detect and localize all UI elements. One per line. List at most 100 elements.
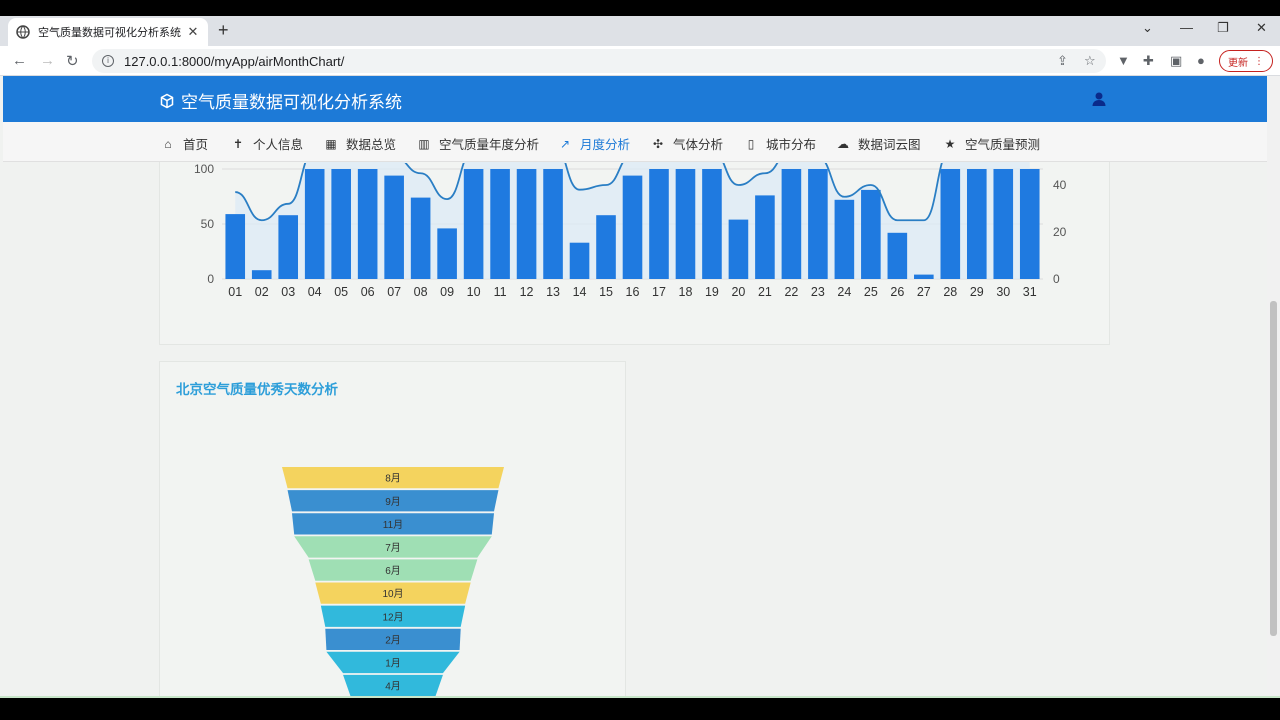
- bar[interactable]: [357, 169, 378, 279]
- funnel-segment[interactable]: [308, 559, 478, 581]
- funnel-label: 6月: [385, 565, 401, 577]
- bar[interactable]: [702, 169, 722, 279]
- reload-button[interactable]: ↻: [66, 53, 79, 70]
- x-tick-label: 24: [837, 285, 851, 299]
- brand[interactable]: 空气质量数据可视化分析系统: [159, 88, 402, 113]
- close-tab-icon[interactable]: ✕: [187, 24, 199, 39]
- update-button[interactable]: 更新 ⋮: [1219, 50, 1273, 72]
- globe-icon: [16, 25, 30, 39]
- nav-item-8[interactable]: ★ 空气质量预测: [943, 134, 1040, 153]
- x-tick-label: 21: [758, 285, 772, 299]
- nav-item-label: 数据词云图: [858, 138, 921, 152]
- bar[interactable]: [887, 232, 908, 279]
- bar[interactable]: [251, 270, 272, 279]
- user-icon[interactable]: [1091, 91, 1107, 107]
- nav-item-5[interactable]: ✣ 气体分析: [651, 134, 723, 153]
- bar[interactable]: [331, 169, 351, 279]
- bar[interactable]: [808, 169, 828, 279]
- bar[interactable]: [543, 169, 563, 279]
- bar[interactable]: [1019, 169, 1040, 279]
- bar[interactable]: [437, 228, 457, 279]
- x-tick-label: 10: [467, 285, 481, 299]
- series-line: [235, 163, 943, 222]
- nav-item-label: 城市分布: [766, 138, 817, 152]
- bar[interactable]: [516, 169, 537, 279]
- close-window-button[interactable]: ✕: [1256, 20, 1267, 35]
- nav-item-label: 气体分析: [673, 138, 724, 152]
- new-tab-button[interactable]: +: [218, 20, 229, 40]
- nav-item-1[interactable]: ✝ 个人信息: [231, 134, 303, 153]
- funnel-segment[interactable]: [291, 513, 495, 535]
- bar[interactable]: [755, 195, 775, 279]
- bar[interactable]: [410, 197, 431, 279]
- forward-button[interactable]: →: [40, 52, 55, 69]
- bar[interactable]: [834, 199, 855, 279]
- x-tick-label: 17: [652, 285, 666, 299]
- chevron-down-icon[interactable]: ⌄: [1142, 20, 1153, 35]
- bar[interactable]: [940, 169, 961, 279]
- bar[interactable]: [649, 169, 669, 279]
- share-icon[interactable]: ⇪: [1057, 53, 1068, 68]
- nav-item-4[interactable]: ↗ 月度分析: [558, 134, 630, 153]
- profile-icon[interactable]: ●: [1197, 53, 1205, 68]
- funnel-segment[interactable]: [325, 628, 461, 650]
- back-button[interactable]: ←: [12, 52, 27, 69]
- funnel-segment[interactable]: [320, 605, 466, 627]
- funnel-segment[interactable]: [343, 674, 443, 697]
- bar[interactable]: [914, 274, 934, 279]
- bar[interactable]: [490, 169, 510, 279]
- bar[interactable]: [622, 175, 643, 279]
- y-right-tick: 40: [1053, 178, 1067, 192]
- bar[interactable]: [596, 215, 616, 279]
- y-right-tick: 20: [1053, 225, 1067, 239]
- puzzle-icon[interactable]: ✚: [1143, 53, 1154, 68]
- bar[interactable]: [304, 169, 325, 279]
- restore-button[interactable]: ❐: [1217, 20, 1229, 35]
- x-tick-label: 29: [970, 285, 984, 299]
- funnel-label: 8月: [385, 473, 401, 485]
- bar[interactable]: [569, 242, 590, 279]
- funnel-segment[interactable]: [287, 490, 499, 512]
- x-tick-label: 08: [414, 285, 428, 299]
- funnel-label: 4月: [385, 681, 401, 693]
- scrollbar-thumb[interactable]: [1270, 301, 1277, 636]
- minimize-button[interactable]: —: [1180, 20, 1193, 35]
- funnel-segment[interactable]: [282, 467, 504, 489]
- browser-tab[interactable]: 空气质量数据可视化分析系统 ✕: [8, 18, 208, 46]
- url-field[interactable]: i 127.0.0.1:8000/myApp/airMonthChart/: [92, 49, 1106, 73]
- bar[interactable]: [861, 189, 881, 279]
- sidepanel-icon[interactable]: ▣: [1170, 53, 1183, 68]
- bar[interactable]: [463, 169, 484, 279]
- x-tick-label: 26: [890, 285, 904, 299]
- x-tick-label: 12: [520, 285, 534, 299]
- page-scrollbar[interactable]: [1267, 76, 1280, 698]
- bookmark-star-icon[interactable]: ☆: [1084, 53, 1096, 68]
- nav-item-6[interactable]: ▯ 城市分布: [744, 134, 816, 153]
- funnel-segment[interactable]: [315, 582, 471, 604]
- nav-item-label: 空气质量年度分析: [439, 138, 540, 152]
- funnel-label: 2月: [385, 634, 401, 646]
- nav-item-3[interactable]: ▥ 空气质量年度分析: [417, 134, 539, 153]
- map-icon: ▯: [747, 136, 755, 151]
- nav-item-0[interactable]: ⌂ 首页: [161, 134, 208, 153]
- nav-item-7[interactable]: ☁ 数据词云图: [836, 134, 921, 153]
- nav-item-2[interactable]: ▦ 数据总览: [324, 134, 396, 153]
- bar[interactable]: [781, 169, 802, 279]
- funnel-segment[interactable]: [326, 651, 460, 674]
- excellent-days-funnel-chart: 8月 9月 11月 7月 6月 10月 12月 2月 1月 4月: [282, 467, 504, 697]
- bar[interactable]: [384, 175, 404, 279]
- nav-item-label: 数据总览: [346, 138, 397, 152]
- bar[interactable]: [728, 219, 749, 279]
- extension-v-icon[interactable]: ▼: [1117, 53, 1130, 68]
- bar[interactable]: [675, 169, 696, 279]
- funnel-segment[interactable]: [294, 536, 492, 558]
- bar[interactable]: [278, 215, 299, 279]
- person-icon: ✝: [232, 136, 244, 151]
- x-tick-label: 13: [546, 285, 560, 299]
- x-tick-label: 27: [917, 285, 931, 299]
- info-icon[interactable]: i: [102, 55, 114, 67]
- bar[interactable]: [993, 169, 1014, 279]
- bar[interactable]: [966, 169, 987, 279]
- y-right-tick: 0: [1053, 272, 1060, 286]
- bar[interactable]: [225, 214, 246, 279]
